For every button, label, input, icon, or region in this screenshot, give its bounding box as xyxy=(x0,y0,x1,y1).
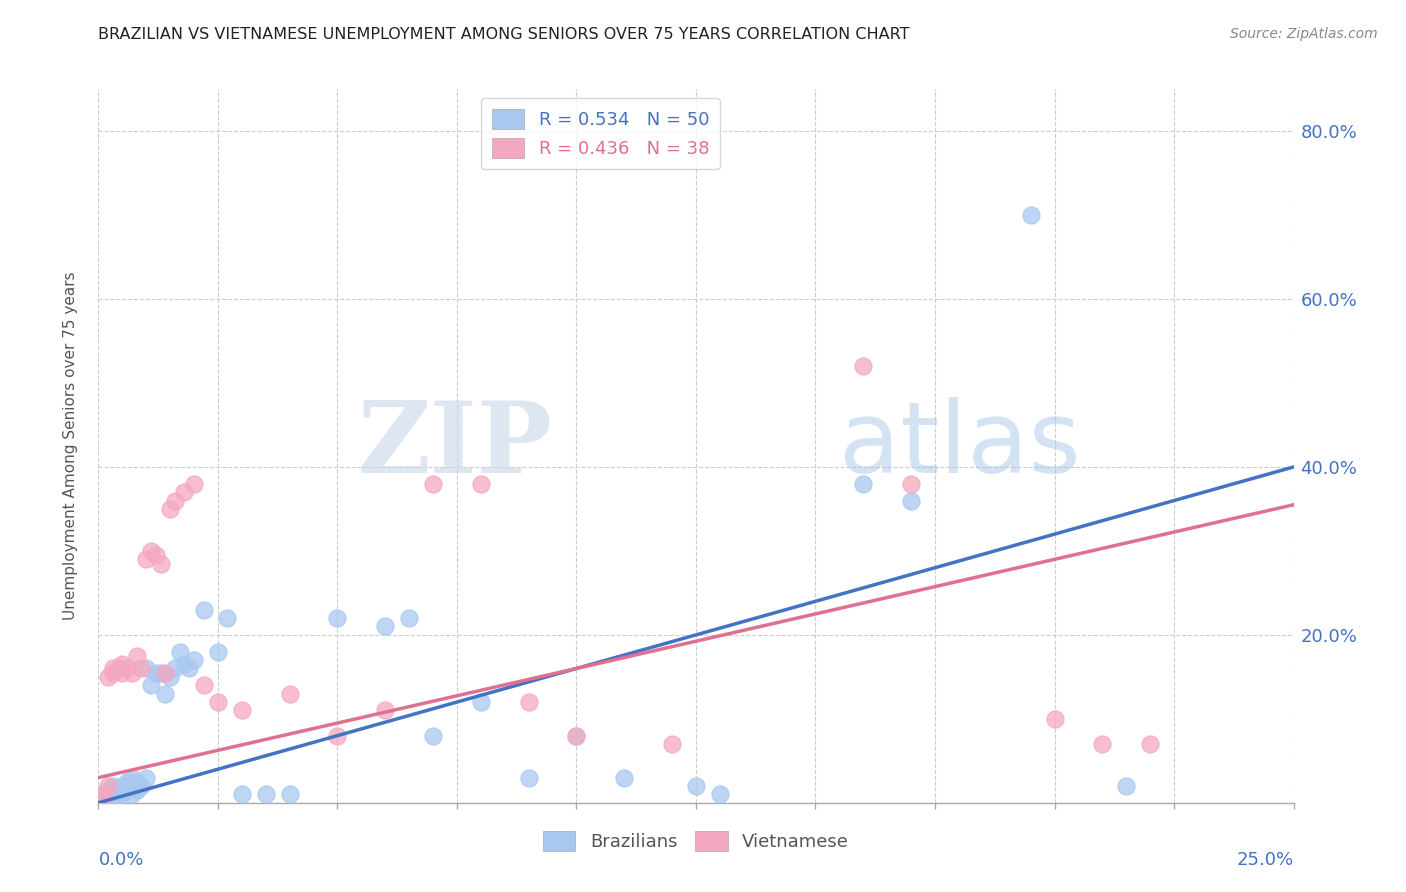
Point xyxy=(139,544,162,558)
Point xyxy=(97,783,120,797)
Legend: Brazilians, Vietnamese: Brazilians, Vietnamese xyxy=(536,823,856,858)
Point xyxy=(125,774,148,789)
Point xyxy=(135,661,157,675)
Point xyxy=(125,783,148,797)
Point xyxy=(135,552,157,566)
Point xyxy=(374,619,396,633)
Point xyxy=(278,687,301,701)
Point xyxy=(131,779,153,793)
Point xyxy=(107,783,129,797)
Point xyxy=(101,665,124,680)
Point xyxy=(107,789,129,803)
Point xyxy=(97,670,120,684)
Point xyxy=(470,695,492,709)
Point xyxy=(91,791,114,805)
Point xyxy=(91,788,114,802)
Point xyxy=(231,788,253,802)
Point xyxy=(1019,208,1042,222)
Point xyxy=(661,737,683,751)
Point xyxy=(207,645,229,659)
Point xyxy=(149,665,172,680)
Point xyxy=(173,485,195,500)
Point xyxy=(115,783,138,797)
Point xyxy=(398,611,420,625)
Point xyxy=(111,779,134,793)
Point xyxy=(115,661,138,675)
Point xyxy=(709,788,731,802)
Point xyxy=(852,359,875,374)
Point xyxy=(422,476,444,491)
Point xyxy=(125,648,148,663)
Point xyxy=(169,645,191,659)
Point xyxy=(101,779,124,793)
Point xyxy=(163,493,186,508)
Point xyxy=(111,657,134,672)
Point xyxy=(145,548,167,562)
Point xyxy=(470,476,492,491)
Point xyxy=(101,661,124,675)
Point xyxy=(121,771,143,785)
Point xyxy=(163,661,186,675)
Point xyxy=(207,695,229,709)
Point xyxy=(91,788,114,802)
Point xyxy=(422,729,444,743)
Point xyxy=(115,774,138,789)
Point xyxy=(1043,712,1066,726)
Point xyxy=(613,771,636,785)
Point xyxy=(111,665,134,680)
Text: BRAZILIAN VS VIETNAMESE UNEMPLOYMENT AMONG SENIORS OVER 75 YEARS CORRELATION CHA: BRAZILIAN VS VIETNAMESE UNEMPLOYMENT AMO… xyxy=(98,27,910,42)
Text: atlas: atlas xyxy=(839,398,1081,494)
Point xyxy=(254,788,277,802)
Point xyxy=(1139,737,1161,751)
Y-axis label: Unemployment Among Seniors over 75 years: Unemployment Among Seniors over 75 years xyxy=(63,272,77,620)
Point xyxy=(565,729,588,743)
Point xyxy=(111,788,134,802)
Point xyxy=(183,653,205,667)
Point xyxy=(326,611,349,625)
Point xyxy=(173,657,195,672)
Point xyxy=(326,729,349,743)
Point xyxy=(97,779,120,793)
Point xyxy=(155,665,177,680)
Point xyxy=(193,603,215,617)
Point xyxy=(155,687,177,701)
Point xyxy=(159,670,181,684)
Point xyxy=(900,493,922,508)
Point xyxy=(101,791,124,805)
Point xyxy=(217,611,239,625)
Point xyxy=(97,789,120,803)
Point xyxy=(121,788,143,802)
Point xyxy=(107,661,129,675)
Point xyxy=(685,779,707,793)
Point xyxy=(231,703,253,717)
Text: 25.0%: 25.0% xyxy=(1236,852,1294,870)
Point xyxy=(278,788,301,802)
Point xyxy=(145,665,167,680)
Point xyxy=(149,557,172,571)
Point xyxy=(900,476,922,491)
Point xyxy=(179,661,201,675)
Point xyxy=(159,502,181,516)
Point xyxy=(91,791,114,805)
Text: 0.0%: 0.0% xyxy=(98,852,143,870)
Point xyxy=(101,788,124,802)
Point xyxy=(1115,779,1137,793)
Point xyxy=(1091,737,1114,751)
Text: Source: ZipAtlas.com: Source: ZipAtlas.com xyxy=(1230,27,1378,41)
Point xyxy=(183,476,205,491)
Point xyxy=(565,729,588,743)
Point xyxy=(121,665,143,680)
Point xyxy=(193,678,215,692)
Point xyxy=(131,661,153,675)
Point xyxy=(517,771,540,785)
Point xyxy=(517,695,540,709)
Point xyxy=(135,771,157,785)
Point xyxy=(139,678,162,692)
Point xyxy=(374,703,396,717)
Point xyxy=(852,476,875,491)
Text: ZIP: ZIP xyxy=(357,398,553,494)
